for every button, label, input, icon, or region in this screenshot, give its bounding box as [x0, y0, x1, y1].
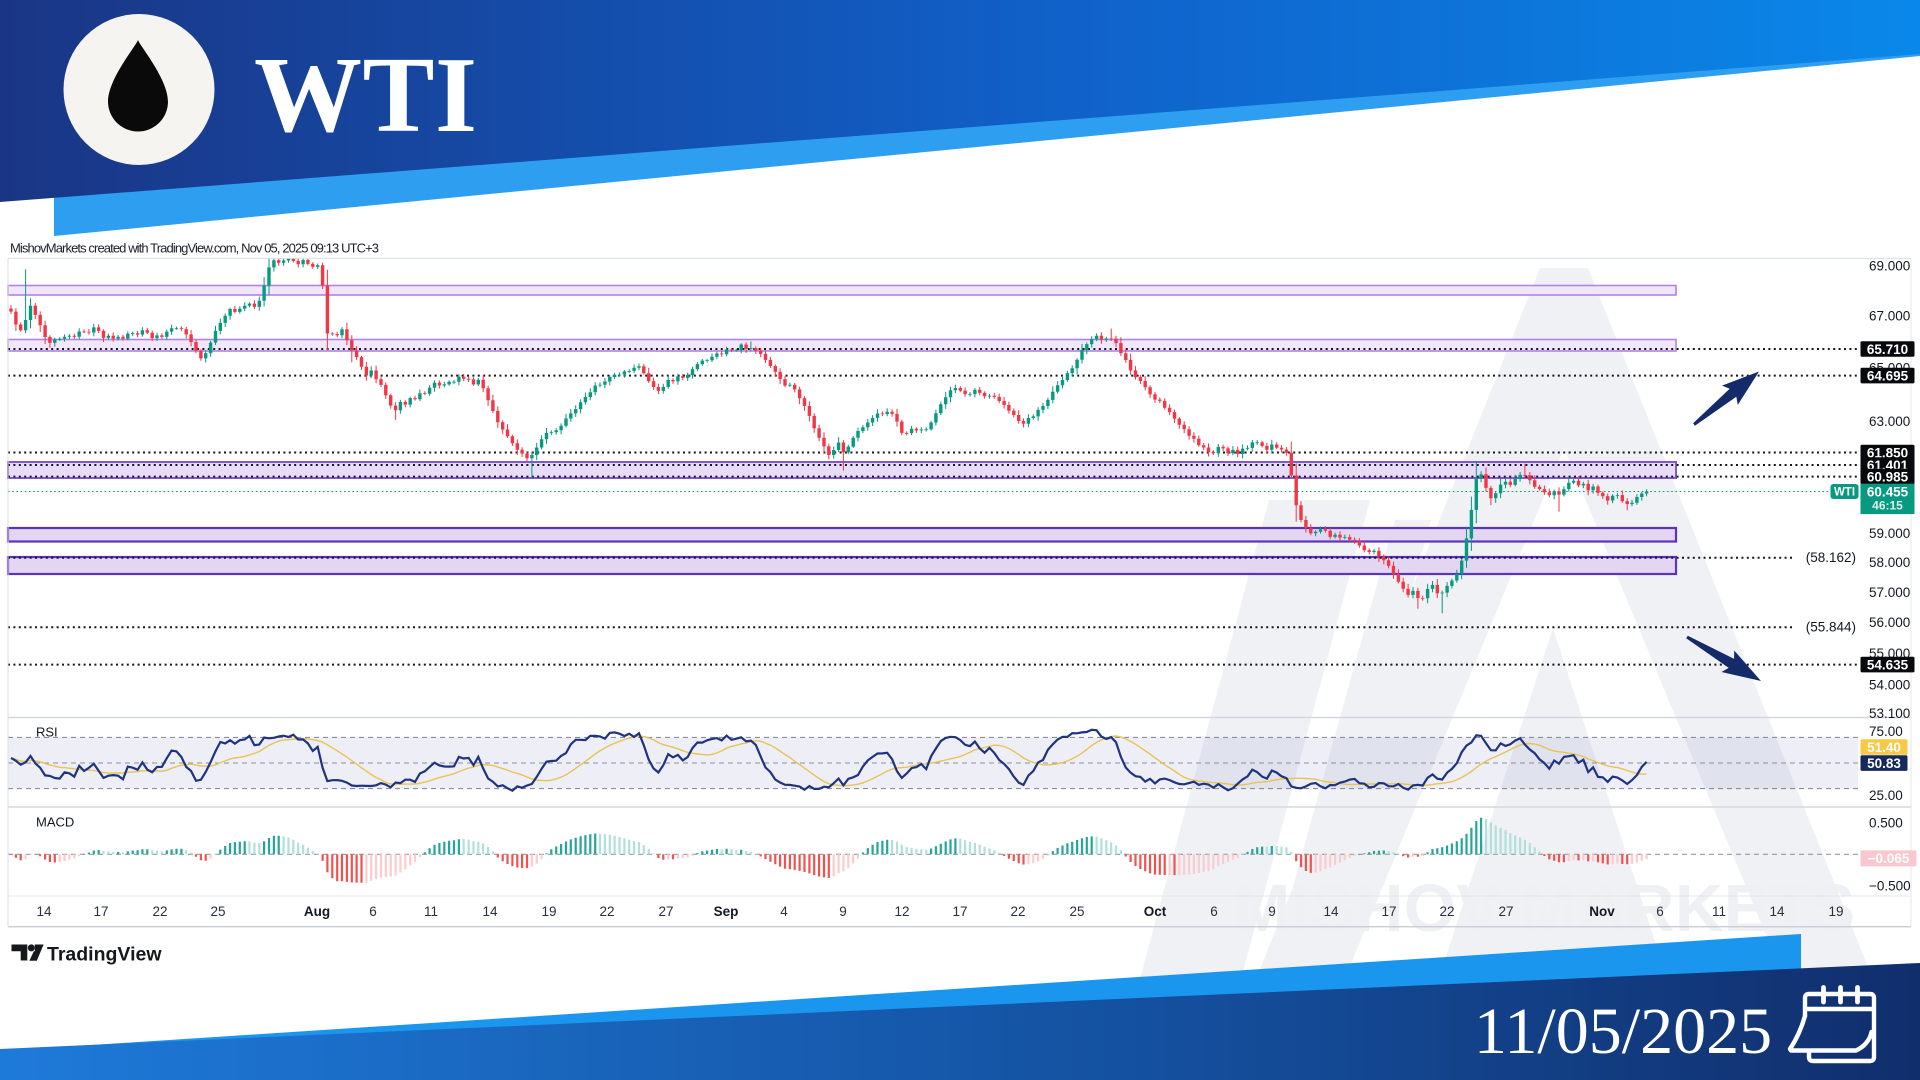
svg-text:19: 19 — [1828, 904, 1843, 919]
svg-text:MISHOV MARKETS: MISHOV MARKETS — [1234, 871, 1855, 946]
svg-text:56.000: 56.000 — [1869, 615, 1910, 630]
svg-text:9: 9 — [1268, 904, 1276, 919]
svg-text:6: 6 — [369, 904, 377, 919]
svg-text:−0.500: −0.500 — [1869, 878, 1911, 893]
svg-text:(55.844): (55.844) — [1806, 620, 1856, 635]
svg-text:0.500: 0.500 — [1869, 816, 1903, 831]
svg-text:53.100: 53.100 — [1869, 706, 1910, 721]
svg-text:14: 14 — [36, 904, 52, 919]
svg-text:61.850: 61.850 — [1867, 445, 1908, 460]
svg-text:27: 27 — [658, 904, 673, 919]
svg-text:TradingView: TradingView — [47, 944, 162, 966]
svg-text:9: 9 — [839, 904, 847, 919]
svg-text:60.455: 60.455 — [1867, 484, 1909, 499]
svg-text:25: 25 — [1069, 904, 1084, 919]
svg-text:67.000: 67.000 — [1869, 309, 1910, 324]
svg-text:19: 19 — [541, 904, 556, 919]
svg-text:Nov: Nov — [1589, 904, 1615, 919]
svg-text:54.000: 54.000 — [1869, 677, 1910, 692]
svg-text:Oct: Oct — [1144, 904, 1167, 919]
svg-text:6: 6 — [1656, 904, 1664, 919]
svg-text:64.695: 64.695 — [1867, 368, 1909, 383]
svg-text:17: 17 — [952, 904, 967, 919]
svg-text:Sep: Sep — [714, 904, 739, 919]
svg-text:WTI: WTI — [1834, 487, 1855, 499]
svg-text:57.000: 57.000 — [1869, 585, 1910, 600]
svg-text:25: 25 — [210, 904, 225, 919]
svg-text:RSI: RSI — [36, 725, 58, 740]
svg-text:22: 22 — [1010, 904, 1025, 919]
svg-text:11: 11 — [424, 904, 438, 919]
svg-text:−0.065: −0.065 — [1868, 851, 1910, 866]
svg-text:17: 17 — [93, 904, 108, 919]
svg-text:22: 22 — [1439, 904, 1454, 919]
svg-text:12: 12 — [894, 904, 909, 919]
svg-text:63.000: 63.000 — [1869, 414, 1910, 429]
svg-text:75.00: 75.00 — [1869, 724, 1903, 739]
svg-text:17: 17 — [1381, 904, 1396, 919]
svg-text:27: 27 — [1498, 904, 1513, 919]
svg-text:14: 14 — [482, 904, 498, 919]
svg-text:6: 6 — [1210, 904, 1218, 919]
svg-text:11/05/2025: 11/05/2025 — [1474, 995, 1772, 1068]
svg-text:65.710: 65.710 — [1867, 342, 1908, 357]
svg-text:MACD: MACD — [36, 815, 74, 830]
svg-text:Aug: Aug — [304, 904, 330, 919]
svg-text:14: 14 — [1769, 904, 1785, 919]
svg-text:4: 4 — [780, 904, 788, 919]
svg-text:22: 22 — [152, 904, 167, 919]
svg-text:WTI: WTI — [254, 36, 478, 155]
svg-text:MishovMarkets created with Tra: MishovMarkets created with TradingView.c… — [10, 241, 379, 256]
svg-text:60.985: 60.985 — [1867, 469, 1909, 484]
svg-text:69.000: 69.000 — [1869, 258, 1910, 273]
svg-text:50.83: 50.83 — [1867, 756, 1901, 771]
svg-text:54.635: 54.635 — [1867, 657, 1909, 672]
svg-text:14: 14 — [1323, 904, 1339, 919]
svg-text:59.000: 59.000 — [1869, 526, 1910, 541]
svg-text:(58.162): (58.162) — [1806, 550, 1856, 565]
svg-text:11: 11 — [1712, 904, 1726, 919]
svg-text:58.000: 58.000 — [1869, 555, 1910, 570]
svg-text:25.00: 25.00 — [1869, 788, 1903, 803]
svg-text:51.40: 51.40 — [1867, 740, 1901, 755]
svg-text:46:15: 46:15 — [1872, 499, 1903, 513]
svg-text:22: 22 — [599, 904, 614, 919]
